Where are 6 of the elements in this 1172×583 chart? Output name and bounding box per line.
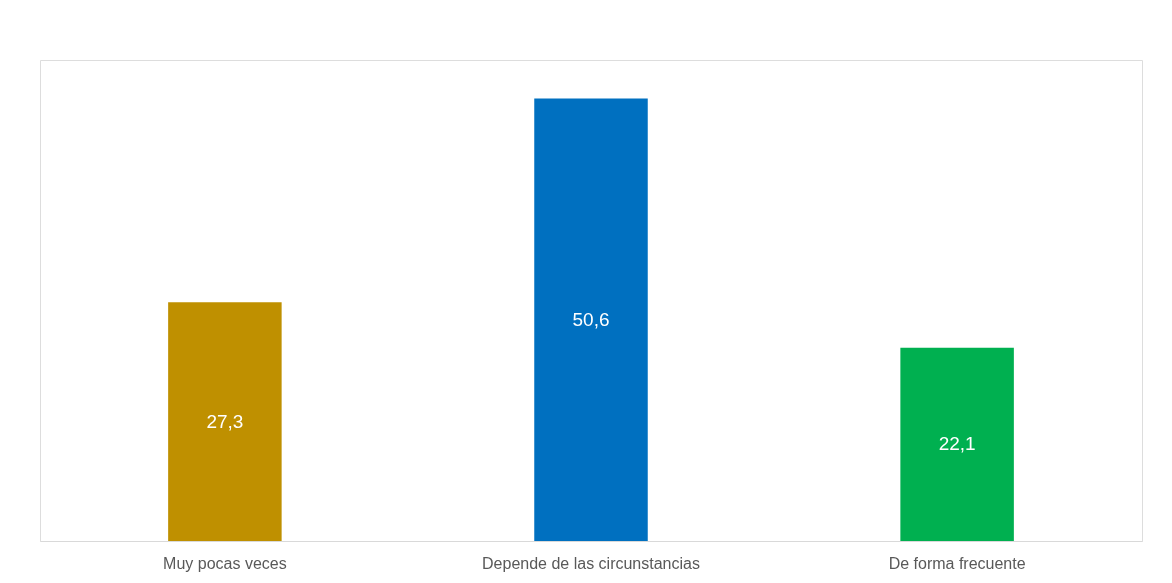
x-tick-label: Depende de las circunstancias	[482, 554, 700, 572]
data-label: 27,3	[206, 410, 244, 432]
data-label: 50,6	[572, 308, 610, 330]
data-label: 22,1	[938, 433, 976, 455]
x-tick-label: De forma frecuente	[888, 554, 1026, 572]
x-tick-label: Muy pocas veces	[163, 554, 287, 572]
